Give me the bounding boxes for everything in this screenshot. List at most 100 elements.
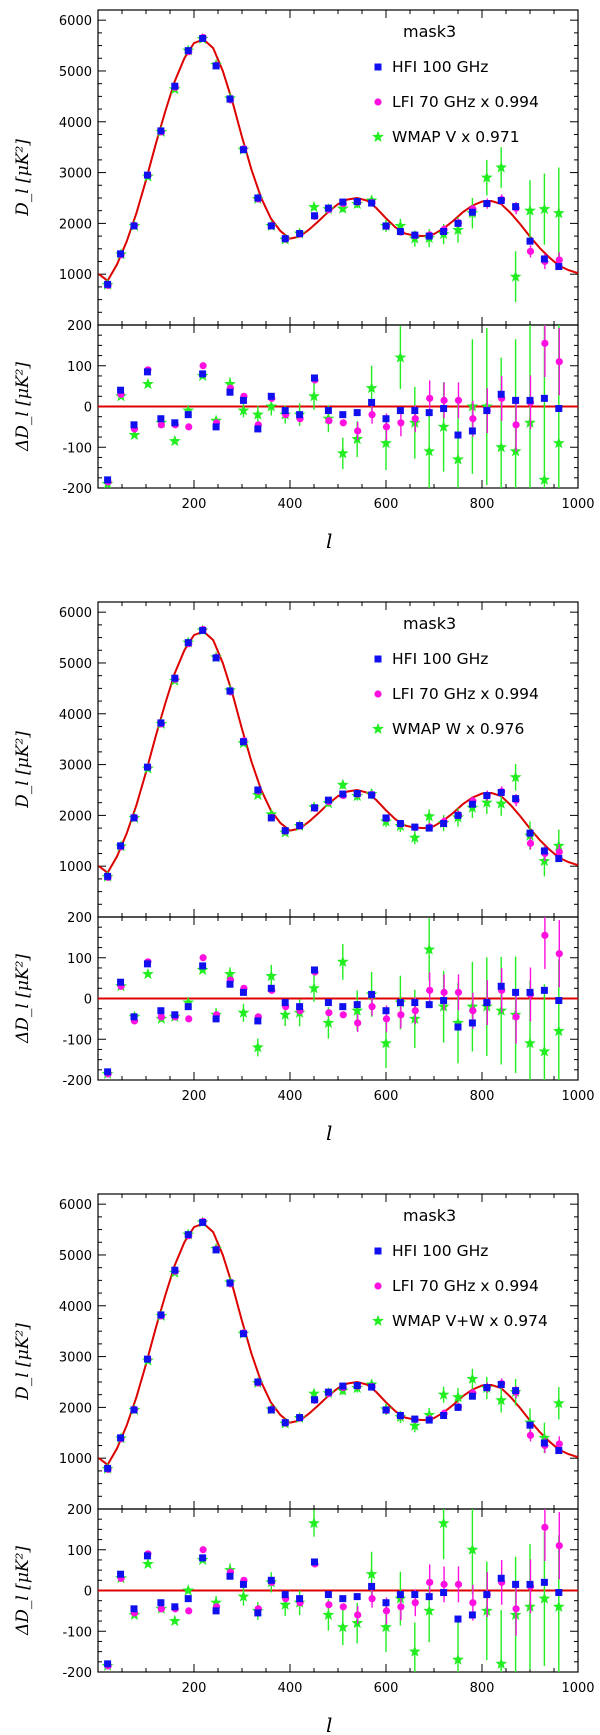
y-tick-label: 200 (67, 1503, 92, 1518)
residual-point (524, 1037, 536, 1049)
residual-point (251, 1041, 264, 1053)
residual-point (237, 1590, 250, 1602)
x-tick-label: 800 (470, 1681, 495, 1696)
y-tick-label: 5000 (59, 65, 92, 80)
y-tick-label: 3000 (59, 1351, 92, 1366)
residual-point (512, 988, 520, 996)
data-point (212, 654, 220, 662)
series-upper-circle (104, 33, 563, 289)
data-point (555, 263, 563, 271)
data-point (454, 1403, 462, 1411)
data-point (130, 222, 138, 230)
residual-point (368, 1582, 376, 1590)
data-point (411, 823, 419, 831)
residual-point (267, 1576, 275, 1584)
legend-marker-circle (374, 690, 382, 698)
residual-point (469, 1007, 477, 1015)
residual-point (239, 1580, 247, 1588)
residual-point (239, 396, 247, 404)
y-axis-label-residual: ΔD_l [μK²] (13, 1546, 33, 1636)
residual-point (251, 408, 264, 420)
x-axis-label: l (326, 1713, 332, 1735)
data-point (296, 822, 304, 830)
data-point (368, 199, 376, 207)
legend-entry: HFI 100 GHz (392, 650, 488, 668)
data-point (408, 831, 421, 843)
residual-point (239, 988, 247, 996)
legend-entry: HFI 100 GHz (392, 58, 488, 76)
mask-label: mask3 (403, 22, 456, 41)
data-point (555, 1440, 563, 1448)
residual-point (142, 377, 154, 390)
data-point (483, 200, 491, 208)
residual-point (210, 1596, 222, 1608)
residual-point (382, 423, 391, 431)
residual-point (265, 400, 278, 412)
y-tick-label: 5000 (59, 657, 92, 672)
data-point (382, 1406, 390, 1414)
data-point (239, 146, 247, 154)
residual-point (425, 1001, 433, 1009)
residual-point (425, 1593, 433, 1601)
data-point (540, 255, 548, 263)
x-tick-label: 600 (374, 1089, 399, 1104)
residual-point (224, 967, 236, 980)
residual-point (368, 398, 376, 406)
residual-point (265, 969, 278, 982)
residual-point (168, 1614, 181, 1627)
residual-point (382, 1015, 391, 1023)
data-point (184, 1231, 192, 1239)
residual-point (157, 421, 165, 429)
residual-point (440, 1589, 448, 1597)
data-point (239, 1330, 247, 1338)
data-point (480, 796, 493, 808)
residual-point (212, 1607, 220, 1615)
residual-point (171, 419, 179, 427)
residual-point (365, 1568, 378, 1580)
residual-point (380, 1620, 392, 1633)
data-point (437, 1388, 450, 1400)
residual-point (185, 1015, 193, 1023)
data-point (324, 204, 332, 212)
data-point (526, 247, 535, 255)
data-point (310, 1396, 318, 1404)
residual-point (552, 1024, 565, 1037)
residual-point (396, 407, 404, 415)
residual-point (224, 377, 236, 390)
data-point (281, 827, 289, 835)
residual-point (555, 405, 563, 413)
legend-entry: LFI 70 GHz x 0.994 (392, 685, 539, 703)
residual-point (538, 1045, 551, 1057)
data-point (226, 687, 234, 695)
y-axis-label-residual: ΔD_l [μK²] (13, 954, 33, 1044)
residual-point (540, 986, 548, 994)
data-point (396, 1412, 404, 1420)
data-point (353, 790, 361, 798)
residual-point (143, 960, 151, 968)
residual-point (324, 1591, 332, 1599)
data-point (254, 786, 262, 794)
residual-point (440, 396, 448, 404)
y-tick-label: 0 (84, 1585, 92, 1600)
residual-point (440, 997, 448, 1005)
residual-point (157, 1599, 165, 1607)
data-point (281, 235, 289, 243)
residual-point (454, 431, 462, 439)
data-point (226, 95, 234, 103)
x-tick-label: 400 (278, 497, 303, 512)
legend-marker-square (374, 655, 382, 663)
residual-point (452, 453, 464, 465)
residual-point (437, 420, 450, 432)
series-upper-star (101, 1216, 565, 1474)
data-point (267, 1406, 275, 1414)
residual-point (353, 1593, 361, 1601)
data-point (423, 810, 436, 822)
data-point (104, 1464, 112, 1472)
y-tick-label: 2000 (59, 809, 92, 824)
data-point (296, 230, 304, 238)
chart-panel-2: 200 400 600 800 1000100020003000400050006000… (13, 601, 595, 1145)
residual-point (104, 1660, 112, 1668)
residual-point (454, 1615, 462, 1623)
residual-point (171, 1603, 179, 1611)
residual-point (540, 394, 548, 402)
